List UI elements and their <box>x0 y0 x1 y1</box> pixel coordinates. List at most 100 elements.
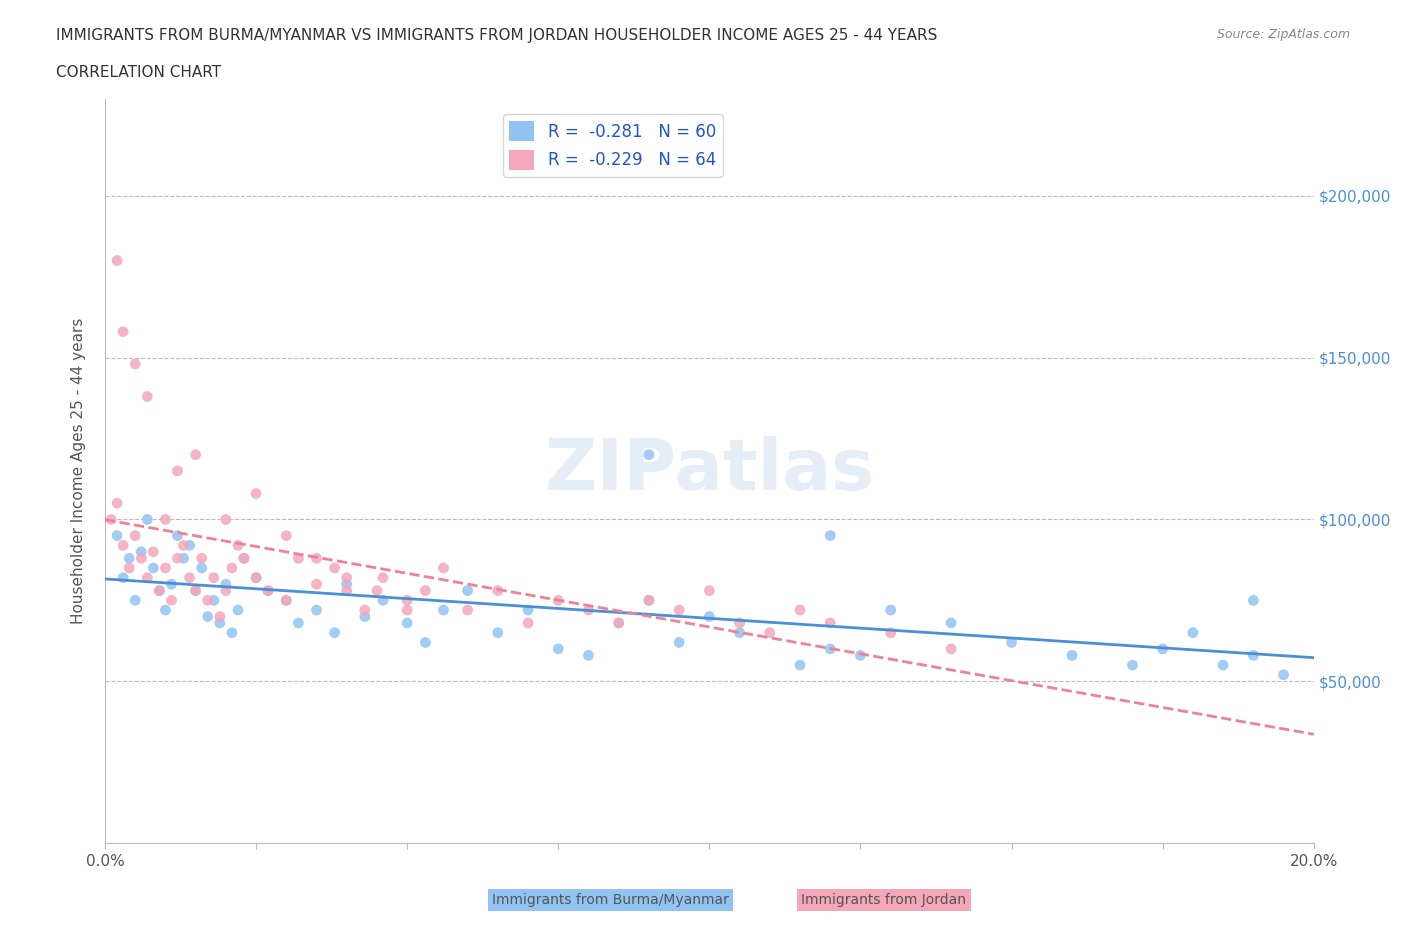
Point <box>166 463 188 478</box>
Point <box>1241 593 1264 608</box>
Point <box>136 512 159 527</box>
Point <box>1121 658 1143 672</box>
Point <box>820 642 842 657</box>
Point <box>638 447 661 462</box>
Point <box>184 447 207 462</box>
Point <box>457 603 479 618</box>
Point <box>517 616 540 631</box>
Point <box>276 593 298 608</box>
Point <box>849 648 872 663</box>
Point <box>173 538 195 552</box>
Point <box>226 603 249 618</box>
Point <box>305 577 328 591</box>
Point <box>366 583 388 598</box>
Point <box>129 551 152 565</box>
Point <box>638 593 661 608</box>
Point <box>336 583 359 598</box>
Text: Source: ZipAtlas.com: Source: ZipAtlas.com <box>1216 28 1350 41</box>
Point <box>287 551 309 565</box>
Point <box>354 603 377 618</box>
Point <box>215 512 238 527</box>
Point <box>323 625 346 640</box>
Point <box>105 528 128 543</box>
Point <box>190 561 212 576</box>
Point <box>124 528 146 543</box>
Point <box>820 616 842 631</box>
Point <box>1060 648 1083 663</box>
Point <box>486 583 509 598</box>
Point <box>208 616 231 631</box>
Point <box>221 625 243 640</box>
Point <box>939 616 962 631</box>
Point <box>457 583 479 598</box>
Point <box>105 496 128 511</box>
Point <box>197 609 219 624</box>
Point <box>118 561 141 576</box>
Point <box>233 551 256 565</box>
Point <box>415 635 437 650</box>
Point <box>759 625 782 640</box>
Text: CORRELATION CHART: CORRELATION CHART <box>56 65 221 80</box>
Point <box>1241 648 1264 663</box>
Point <box>607 616 630 631</box>
Point <box>184 583 207 598</box>
Point <box>699 609 721 624</box>
Point <box>257 583 280 598</box>
Point <box>105 253 128 268</box>
Point <box>136 389 159 404</box>
Point <box>371 593 394 608</box>
Point <box>1212 658 1234 672</box>
Point <box>173 551 195 565</box>
Point <box>226 538 249 552</box>
Point <box>233 551 256 565</box>
Point <box>1152 642 1174 657</box>
Point <box>155 561 177 576</box>
Point <box>728 625 751 640</box>
Point <box>668 635 690 650</box>
Point <box>323 561 346 576</box>
Point <box>215 577 238 591</box>
Point <box>142 561 165 576</box>
Point <box>184 583 207 598</box>
Point <box>118 551 141 565</box>
Point <box>148 583 170 598</box>
Point <box>432 561 454 576</box>
Point <box>245 570 267 585</box>
Point <box>287 616 309 631</box>
Point <box>148 583 170 598</box>
Point <box>699 583 721 598</box>
Point <box>197 593 219 608</box>
Y-axis label: Householder Income Ages 25 - 44 years: Householder Income Ages 25 - 44 years <box>72 318 86 624</box>
Point <box>305 551 328 565</box>
Text: IMMIGRANTS FROM BURMA/MYANMAR VS IMMIGRANTS FROM JORDAN HOUSEHOLDER INCOME AGES : IMMIGRANTS FROM BURMA/MYANMAR VS IMMIGRA… <box>56 28 938 43</box>
Point <box>221 561 243 576</box>
Point <box>820 528 842 543</box>
Point <box>396 603 419 618</box>
Point <box>155 512 177 527</box>
Point <box>142 544 165 559</box>
Point <box>1181 625 1204 640</box>
Point <box>415 583 437 598</box>
Point <box>305 603 328 618</box>
Point <box>166 551 188 565</box>
Point <box>257 583 280 598</box>
Point <box>336 570 359 585</box>
Point <box>190 551 212 565</box>
Point <box>179 570 201 585</box>
Point <box>879 625 901 640</box>
Text: Immigrants from Jordan: Immigrants from Jordan <box>801 893 966 907</box>
Point <box>1272 668 1295 683</box>
Point <box>336 577 359 591</box>
Point <box>100 512 122 527</box>
Point <box>129 544 152 559</box>
Point <box>245 486 267 501</box>
Point <box>202 570 225 585</box>
Point <box>124 593 146 608</box>
Point <box>208 609 231 624</box>
Point <box>155 603 177 618</box>
Point <box>112 570 135 585</box>
Point <box>179 538 201 552</box>
Point <box>160 577 183 591</box>
Point <box>371 570 394 585</box>
Point <box>124 356 146 371</box>
